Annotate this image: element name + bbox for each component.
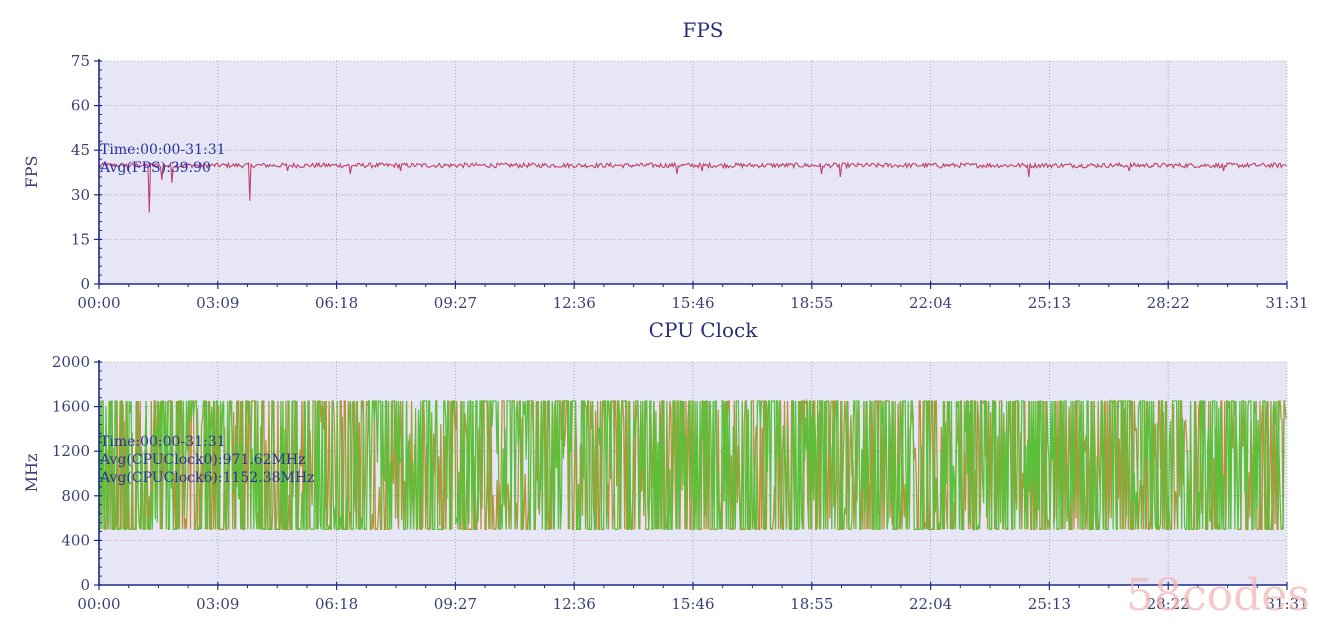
cpu-y-axis-label: MHz	[22, 454, 41, 493]
fps-x-tick-label: 09:27	[434, 294, 477, 312]
fps-series-group	[98, 161, 1287, 213]
cpu-x-tick-label: 15:46	[671, 595, 714, 613]
cpu-y-tick-label: 1200	[52, 442, 90, 460]
fps-gridlines	[99, 60, 1288, 284]
fps-axes: 0 15 30 45 60 75 00:00 03:09 06:18 09:27 12:36 15:4…	[71, 52, 1309, 312]
fps-y-tick-label: 15	[71, 230, 90, 248]
watermark: 58codes	[1126, 570, 1310, 621]
cpu-clock-chart: 0 400 800 1200 1600 2000 00:00 03:09 06:18 09:27 1…	[22, 318, 1309, 613]
fps-y-tick-label: 60	[71, 97, 90, 115]
fps-y-tick-label: 0	[80, 275, 90, 293]
cpu6-average-annotation: Avg(CPUClock6):1152.38MHz	[99, 470, 314, 486]
fps-y-axis-label: FPS	[22, 156, 41, 189]
cpu-x-tick-label: 22:04	[909, 595, 952, 613]
cpu-x-tick-label: 06:18	[315, 595, 358, 613]
fps-time-annotation: Time:00:00-31:31	[100, 142, 226, 158]
fps-y-tick-label: 45	[71, 141, 90, 159]
fps-series-line	[98, 161, 1287, 213]
cpu-x-tick-label: 12:36	[553, 595, 596, 613]
cpu-chart-title: CPU Clock	[649, 318, 759, 342]
fps-x-tick-label: 22:04	[909, 294, 952, 312]
fps-x-tick-label: 03:09	[196, 294, 239, 312]
fps-x-tick-label: 15:46	[671, 294, 714, 312]
cpu-x-tick-label: 28:22	[1147, 595, 1190, 613]
fps-chart: 0 15 30 45 60 75 00:00 03:09 06:18 09:27 12:36 15:4…	[22, 18, 1309, 312]
cpu-y-tick-label: 400	[61, 531, 90, 549]
cpu-y-tick-label: 1600	[52, 398, 90, 416]
fps-y-tick-label: 75	[71, 52, 90, 70]
cpu0-average-annotation: Avg(CPUClock0):971.62MHz	[99, 452, 306, 468]
cpu-x-tick-label: 25:13	[1028, 595, 1071, 613]
cpu-axes: 0 400 800 1200 1600 2000 00:00 03:09 06:18 09:27 1…	[52, 353, 1309, 613]
fps-x-tick-label: 25:13	[1028, 294, 1071, 312]
fps-x-tick-label: 06:18	[315, 294, 358, 312]
fps-x-tick-label: 00:00	[77, 294, 120, 312]
fps-x-tick-label: 12:36	[553, 294, 596, 312]
fps-x-tick-label: 31:31	[1265, 294, 1308, 312]
cpu-series-group	[98, 398, 1287, 532]
fps-y-tick-label: 30	[71, 186, 90, 204]
cpu-x-tick-label: 31:31	[1265, 595, 1308, 613]
cpu-time-annotation: Time:00:00-31:31	[100, 434, 226, 450]
cpu-y-tick-label: 800	[61, 487, 90, 505]
cpu-y-tick-label: 0	[80, 576, 90, 594]
fps-chart-title: FPS	[682, 18, 723, 42]
cpu-x-tick-label: 00:00	[77, 595, 120, 613]
cpu-y-tick-label: 2000	[52, 353, 90, 371]
cpu-x-tick-label: 09:27	[434, 595, 477, 613]
fps-x-tick-label: 28:22	[1147, 294, 1190, 312]
fps-average-annotation: Avg(FPS):39.90	[99, 160, 211, 176]
cpu-x-tick-label: 03:09	[196, 595, 239, 613]
fps-x-tick-label: 18:55	[790, 294, 833, 312]
cpu-x-tick-label: 18:55	[790, 595, 833, 613]
cpu-series-line-cpuclock6	[98, 399, 1287, 532]
